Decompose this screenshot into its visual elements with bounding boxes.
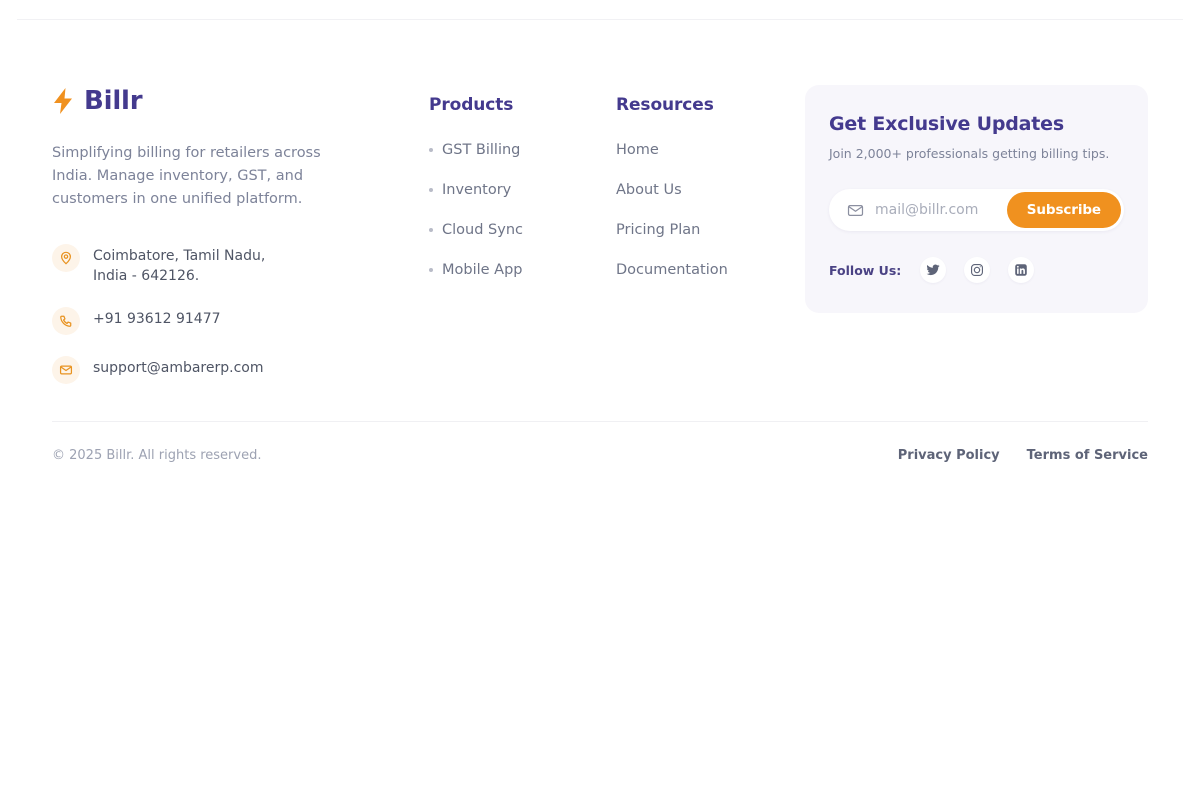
product-link-cloud-sync[interactable]: Cloud Sync — [429, 221, 589, 239]
subscribe-button[interactable]: Subscribe — [1006, 192, 1121, 228]
product-link-gst-billing[interactable]: GST Billing — [429, 141, 589, 159]
instagram-icon — [970, 263, 984, 277]
newsletter-card: Get Exclusive Updates Join 2,000+ profes… — [805, 85, 1148, 313]
product-link-label: Cloud Sync — [442, 222, 523, 238]
products-title: Products — [429, 95, 514, 115]
contact-list: Coimbatore, Tamil Nadu, India - 642126. … — [52, 243, 382, 384]
legal-links: Privacy Policy Terms of Service — [898, 448, 1148, 463]
resource-link-home[interactable]: Home — [616, 141, 791, 159]
resources-column: Resources Home About Us Pricing Plan Doc… — [616, 95, 791, 279]
brand-column: Billr Simplifying billing for retailers … — [52, 80, 382, 384]
phone-icon — [52, 307, 80, 335]
envelope-icon — [847, 202, 864, 219]
brand-name: Billr — [84, 86, 143, 116]
resource-link-label: Documentation — [616, 262, 728, 278]
twitter-icon — [926, 263, 940, 277]
contact-phone[interactable]: +91 93612 91477 — [52, 306, 382, 335]
linkedin-icon — [1014, 263, 1028, 277]
resource-link-label: Pricing Plan — [616, 222, 701, 238]
site-footer: Billr Simplifying billing for retailers … — [52, 80, 1148, 463]
newsletter-subtitle: Join 2,000+ professionals getting billin… — [829, 146, 1110, 161]
social-link-linkedin[interactable] — [1008, 257, 1035, 283]
resource-link-documentation[interactable]: Documentation — [616, 261, 791, 279]
terms-of-service-link[interactable]: Terms of Service — [1026, 448, 1148, 463]
product-link-label: Mobile App — [442, 262, 523, 278]
copyright-text: © 2025 Billr. All rights reserved. — [52, 448, 262, 463]
bottom-divider — [52, 421, 1148, 422]
bullet-dot-icon — [429, 228, 433, 232]
resource-link-label: Home — [616, 142, 659, 158]
contact-email[interactable]: support@ambarerp.com — [52, 355, 382, 384]
product-link-mobile-app[interactable]: Mobile App — [429, 261, 589, 279]
social-link-instagram[interactable] — [964, 257, 991, 283]
map-pin-icon — [52, 244, 80, 272]
envelope-icon — [52, 356, 80, 384]
resource-link-label: About Us — [616, 182, 682, 198]
bullet-dot-icon — [429, 188, 433, 192]
contact-address-text: Coimbatore, Tamil Nadu, India - 642126. — [93, 243, 265, 286]
brand-logo[interactable]: Billr — [52, 80, 382, 122]
follow-us-label: Follow Us: — [829, 262, 902, 278]
resource-link-about-us[interactable]: About Us — [616, 181, 791, 199]
footer-main-area: Billr Simplifying billing for retailers … — [52, 80, 1148, 384]
resources-title: Resources — [616, 95, 714, 115]
address-line-2: India - 642126. — [93, 268, 200, 284]
products-column: Products GST Billing Inventory Cloud Syn… — [429, 95, 589, 279]
product-link-inventory[interactable]: Inventory — [429, 181, 589, 199]
contact-email-text: support@ambarerp.com — [93, 360, 264, 376]
product-link-label: Inventory — [442, 182, 512, 198]
email-input[interactable] — [875, 202, 1007, 218]
address-line-1: Coimbatore, Tamil Nadu, — [93, 248, 266, 264]
follow-us-row: Follow Us: — [829, 257, 1035, 283]
resource-link-pricing-plan[interactable]: Pricing Plan — [616, 221, 791, 239]
social-link-twitter[interactable] — [920, 257, 947, 283]
bullet-dot-icon — [429, 268, 433, 272]
contact-address: Coimbatore, Tamil Nadu, India - 642126. — [52, 243, 382, 286]
subscribe-field: Subscribe — [829, 189, 1124, 231]
privacy-policy-link[interactable]: Privacy Policy — [897, 448, 1000, 463]
footer-bottom-bar: © 2025 Billr. All rights reserved. Priva… — [52, 448, 1148, 463]
brand-description: Simplifying billing for retailers across… — [52, 145, 321, 207]
product-link-label: GST Billing — [442, 142, 521, 158]
newsletter-title: Get Exclusive Updates — [829, 113, 1064, 135]
contact-phone-text: +91 93612 91477 — [93, 311, 221, 327]
lightning-bolt-icon — [52, 87, 74, 115]
top-divider — [17, 19, 1183, 20]
bullet-dot-icon — [429, 148, 433, 152]
